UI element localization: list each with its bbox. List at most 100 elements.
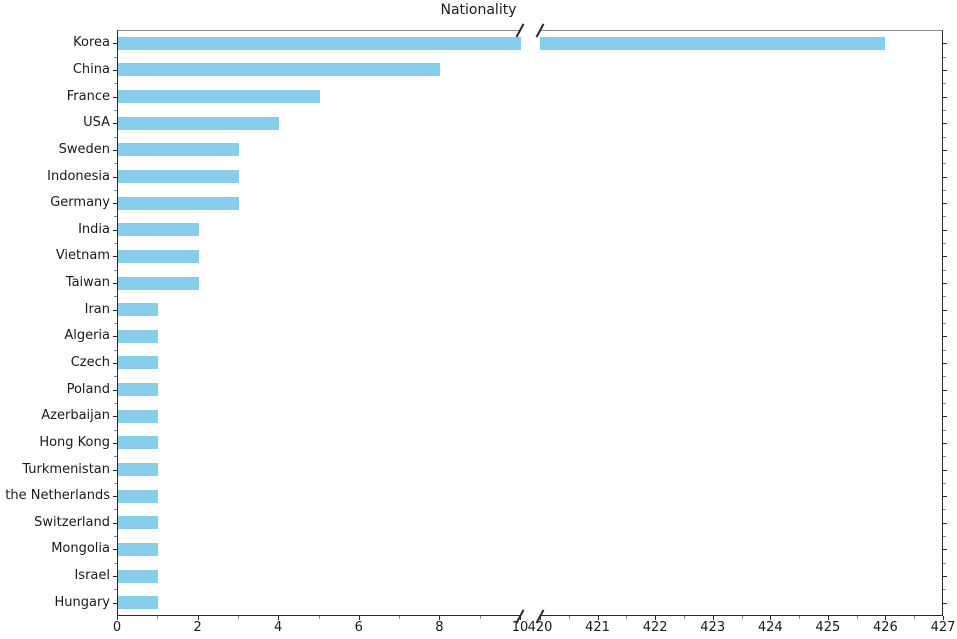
x-tick-label: 421 (585, 620, 610, 635)
chart-title: Nationality (440, 2, 517, 18)
y-tick-major-right (943, 549, 947, 550)
y-tick-minor-left (114, 137, 117, 138)
x-tick-label: 420 (527, 620, 553, 635)
x-tick-major (885, 616, 886, 620)
y-tick-label: Azerbaijan (41, 408, 110, 424)
y-tick-label: China (72, 61, 110, 77)
y-tick-minor-left (114, 509, 117, 510)
y-tick-minor-left (114, 483, 117, 484)
y-tick-minor-left (114, 296, 117, 297)
y-tick-major-right (943, 390, 947, 391)
x-tick-minor (399, 616, 400, 619)
y-tick-minor-right (943, 536, 946, 537)
y-tick-minor-right (943, 216, 946, 217)
y-tick-major-left (113, 549, 117, 550)
x-tick-major (828, 616, 829, 620)
x-tick-major (439, 616, 440, 620)
y-tick-minor-right (943, 57, 946, 58)
y-tick-minor-right (943, 323, 946, 324)
x-tick-major (770, 616, 771, 620)
y-tick-major-right (943, 97, 947, 98)
bar-iran (118, 303, 159, 317)
y-tick-major-right (943, 123, 947, 124)
x-tick-label: 10 (511, 620, 529, 635)
y-tick-major-right (943, 603, 947, 604)
y-tick-major-left (113, 496, 117, 497)
y-tick-minor-left (114, 163, 117, 164)
y-tick-minor-left (114, 323, 117, 324)
y-tick-label: Germany (50, 195, 110, 211)
y-tick-major-right (943, 230, 947, 231)
y-tick-minor-right (943, 589, 946, 590)
y-tick-major-left (113, 97, 117, 98)
y-tick-major-left (113, 256, 117, 257)
y-tick-minor-left (114, 430, 117, 431)
y-tick-minor-left (114, 456, 117, 457)
y-tick-major-left (113, 150, 117, 151)
y-tick-major-left (113, 310, 117, 311)
x-tick-minor (569, 616, 570, 619)
x-tick-major (117, 616, 118, 620)
bar-the-netherlands (118, 489, 159, 503)
bar-korea (118, 36, 521, 50)
x-tick-label: 6 (354, 620, 363, 635)
bar-sweden (118, 143, 239, 157)
bar-korea-right (540, 36, 886, 50)
bar-indonesia (118, 170, 239, 183)
y-tick-minor-right (943, 376, 946, 377)
y-tick-minor-right (943, 296, 946, 297)
y-tick-label: Turkmenistan (22, 461, 110, 477)
bar-switzerland (118, 516, 159, 530)
y-tick-label: Hungary (54, 594, 110, 610)
y-tick-minor-right (943, 83, 946, 84)
y-tick-major-left (113, 523, 117, 524)
y-tick-label: Mongolia (51, 541, 110, 557)
y-tick-major-right (943, 150, 947, 151)
y-tick-major-right (943, 70, 947, 71)
x-tick-major (278, 616, 279, 620)
y-tick-label: Indonesia (47, 168, 110, 184)
y-tick-label: the Netherlands (5, 488, 110, 504)
bar-hungary (118, 596, 159, 610)
y-tick-major-right (943, 256, 947, 257)
bar-poland (118, 383, 159, 397)
bar-usa (118, 116, 280, 130)
y-tick-minor-right (943, 403, 946, 404)
y-tick-major-left (113, 336, 117, 337)
y-tick-minor-left (114, 563, 117, 564)
y-tick-minor-left (114, 110, 117, 111)
x-tick-label: 423 (700, 620, 726, 635)
bar-germany (118, 196, 239, 210)
y-tick-major-left (113, 283, 117, 284)
y-tick-major-right (943, 177, 947, 178)
x-tick-major (598, 616, 599, 620)
x-tick-major (359, 616, 360, 620)
x-tick-label: 424 (757, 620, 783, 635)
x-tick-minor (238, 616, 239, 619)
y-tick-minor-right (943, 456, 946, 457)
y-tick-minor-right (943, 430, 946, 431)
y-tick-minor-right (943, 163, 946, 164)
y-tick-minor-right (943, 270, 946, 271)
x-tick-minor (914, 616, 915, 619)
axes-panel-right (540, 30, 943, 616)
x-tick-label: 426 (873, 620, 898, 635)
x-tick-minor (480, 616, 481, 619)
y-tick-major-right (943, 310, 947, 311)
bar-turkmenistan (118, 463, 159, 476)
bar-mongolia (118, 542, 159, 556)
y-tick-major-left (113, 443, 117, 444)
bar-vietnam (118, 249, 199, 263)
y-tick-minor-left (114, 536, 117, 537)
y-tick-minor-left (114, 403, 117, 404)
y-tick-label: Sweden (58, 141, 110, 157)
y-tick-label: Korea (73, 35, 110, 51)
y-tick-label: Algeria (64, 328, 110, 344)
y-tick-label: USA (83, 115, 110, 131)
y-tick-major-left (113, 363, 117, 364)
x-tick-minor (742, 616, 743, 619)
y-tick-minor-left (114, 376, 117, 377)
x-tick-minor (626, 616, 627, 619)
bar-algeria (118, 329, 159, 343)
x-tick-major (198, 616, 199, 620)
